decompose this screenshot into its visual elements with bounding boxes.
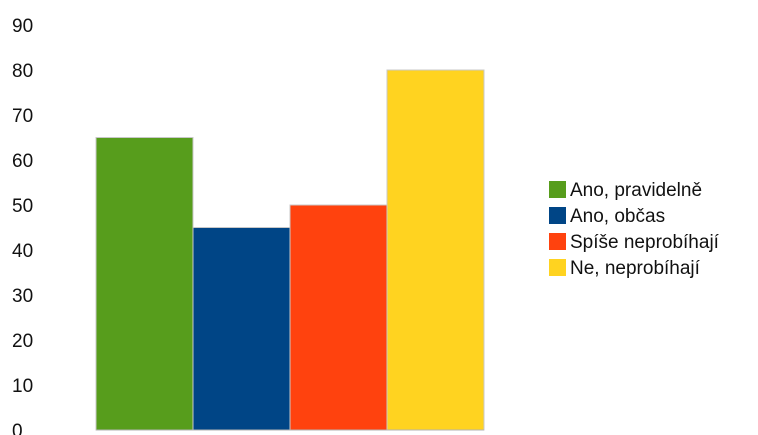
legend-label-2: Ano, občas — [570, 206, 665, 227]
legend-swatch-4 — [549, 259, 566, 276]
y-tick-label-90: 90 — [12, 16, 33, 37]
legend-swatch-2 — [549, 207, 566, 224]
y-tick-label-30: 30 — [12, 286, 33, 307]
legend-label-3: Spíše neprobíhají — [570, 232, 720, 253]
bar-2 — [192, 227, 291, 431]
bar-4 — [386, 69, 485, 431]
y-tick-label-20: 20 — [12, 331, 33, 352]
y-tick-label-0: 0 — [12, 421, 23, 435]
y-tick-label-10: 10 — [12, 376, 33, 397]
y-tick-label-80: 80 — [12, 61, 33, 82]
legend: Ano, pravidelně Ano, občas Spíše neprobíha… — [549, 180, 720, 279]
y-tick-label-50: 50 — [12, 196, 33, 217]
legend-swatch-1 — [549, 181, 566, 198]
y-tick-label-60: 60 — [12, 151, 33, 172]
legend-label-4: Ne, neprobíhají — [570, 258, 701, 279]
bar-3 — [289, 204, 388, 431]
y-tick-label-70: 70 — [12, 106, 33, 127]
y-tick-label-40: 40 — [12, 241, 33, 262]
bar-1 — [95, 137, 194, 431]
legend-swatch-3 — [549, 233, 566, 250]
bars — [95, 69, 485, 431]
legend-label-1: Ano, pravidelně — [570, 180, 702, 201]
y-axis-tick-labels: 0 10 20 30 40 50 60 70 80 90 — [12, 16, 33, 435]
